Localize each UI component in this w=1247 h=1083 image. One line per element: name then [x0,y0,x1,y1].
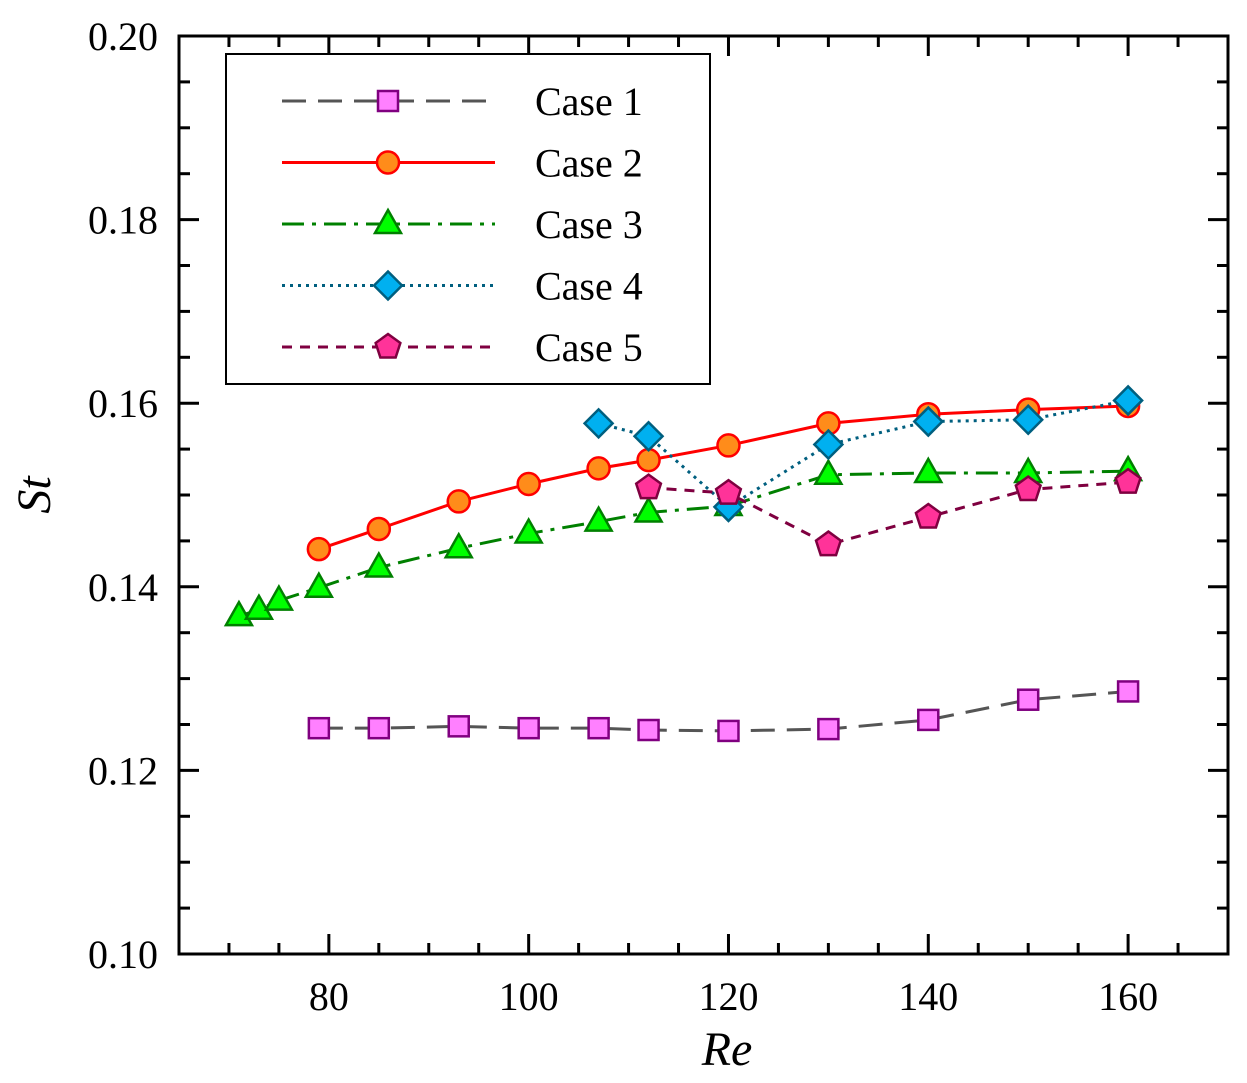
data-point [1014,474,1043,502]
series-line [238,469,1129,618]
data-point [812,428,845,461]
y-axis-title: St [8,475,61,514]
tick-labels: 80 100 120 140 160 0.10 0.12 0.14 0.16 0.18 0.20 [88,14,1158,1019]
x-tick-label: 160 [1098,974,1158,1019]
data-point [517,716,540,740]
legend-label: Case 3 [535,202,643,247]
data-point [813,458,844,486]
x-tick-label: 120 [698,974,758,1019]
data-point [636,447,661,473]
x-axis-title: Re [701,1023,753,1076]
series-line [648,480,1129,547]
legend-marker [375,150,401,175]
series-3 [223,454,1144,627]
y-tick-label: 0.20 [88,14,158,59]
data-point [632,420,665,453]
legend-marker [374,332,402,359]
x-tick-label: 100 [499,974,559,1019]
data-point [913,456,944,484]
y-tick-label: 0.10 [88,932,158,977]
data-point [583,505,614,532]
y-tick-label: 0.16 [88,381,158,426]
series-4 [582,384,1144,523]
data-point [303,571,335,598]
x-tick-label: 140 [898,974,958,1019]
data-point [1116,680,1140,703]
series-layer [223,384,1144,743]
legend-box [225,53,711,385]
data-point [1112,384,1144,417]
data-point [912,405,945,438]
plot-frame [177,34,1230,956]
data-point [637,718,660,742]
data-point [914,502,943,529]
x-tick-label: 80 [309,974,349,1019]
data-point [366,516,392,542]
data-point [814,530,843,557]
legend-label: Case 4 [535,264,643,309]
data-point [587,716,610,740]
data-point [634,473,663,500]
y-tick-label: 0.12 [88,748,158,793]
data-point [582,407,615,440]
data-point [263,584,295,611]
data-point [443,531,474,559]
legend-marker [372,207,404,235]
data-point [817,717,840,741]
data-point [243,593,275,620]
data-point [633,495,664,523]
data-point [447,715,470,738]
data-point [367,716,391,740]
series-line [318,404,1129,551]
data-point [714,478,743,505]
minor-ticks [179,36,1228,954]
data-point [516,471,541,497]
legend-marker [376,89,400,113]
data-point [446,489,471,514]
series-5 [634,467,1142,557]
data-point [363,550,394,578]
data-point [306,536,332,562]
y-tick-label: 0.14 [88,565,158,610]
data-point [307,716,331,740]
data-point [513,517,544,544]
data-point [717,719,740,743]
data-point [917,708,940,732]
data-point [1114,467,1142,494]
series-1 [307,680,1140,743]
data-point [1016,688,1040,711]
y-tick-label: 0.18 [88,198,158,243]
data-point [1012,403,1044,436]
legend-marker [372,269,404,302]
legend-label: Case 1 [535,79,643,124]
legend-label: Case 5 [535,325,643,370]
data-point [716,433,741,458]
legend-label: Case 2 [535,141,643,186]
data-point [586,456,611,481]
legend: Case 1 Case 2 Case 3 Case 4 Case 5 [225,53,711,385]
